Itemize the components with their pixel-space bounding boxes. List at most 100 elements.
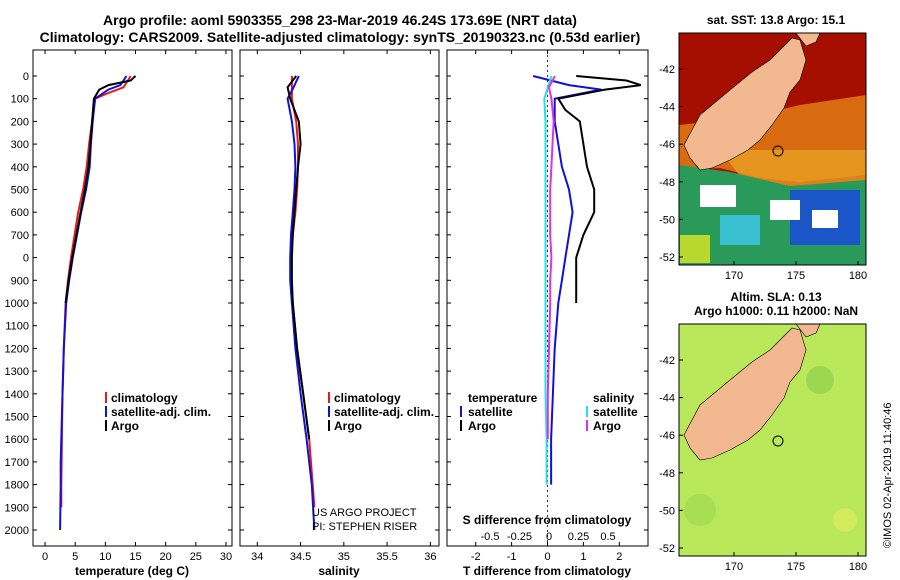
x-tick-label: 35 <box>338 551 350 563</box>
s-difference-tick-label: 0.25 <box>568 531 589 543</box>
sla-map-ticks: -42 -44 -46 -48 -50 -52 170 175 180 <box>659 355 867 573</box>
s-difference-tick-label: -0.5 <box>481 531 500 543</box>
legend-argo-swatch <box>105 420 107 431</box>
argo-position-marker <box>772 145 784 157</box>
legend-climatology-label: climatology <box>334 391 401 405</box>
sst-cloud-patch <box>770 200 800 220</box>
depth-tick-label: 400 <box>11 162 29 174</box>
legend-argo-label: Argo <box>111 419 139 433</box>
legend-climatology-label: climatology <box>111 391 178 405</box>
s-difference-ticks: -0.5 -0.25 0 0.25 0.5 <box>481 531 616 543</box>
x-tick-label: 30 <box>220 551 232 563</box>
map-lon-tick-label: 170 <box>725 270 743 282</box>
series-line-t-satellite <box>532 75 602 485</box>
series-line-argo <box>286 75 311 440</box>
sst-map-frame <box>678 32 867 266</box>
salinity-legend: climatology satellite-adj. clim. Argo <box>328 391 434 433</box>
legend-temperature-title: temperature <box>468 391 538 405</box>
map-lat-tick-label: -44 <box>659 102 675 114</box>
legend-satellite-swatch <box>328 406 330 417</box>
legend-t-satellite-label: satellite <box>468 405 513 419</box>
salinity-axis-label: salinity <box>318 564 360 578</box>
map-lon-tick-label: 170 <box>725 561 743 573</box>
salinity-panel-frame <box>239 49 440 547</box>
x-tick-label: 35.5 <box>376 551 397 563</box>
temperature-panel: 0 5 10 15 20 25 30 <box>42 50 232 563</box>
sst-yellow-patch <box>680 235 710 263</box>
sst-cloud-patch <box>700 185 736 207</box>
sst-map-ticks: -42 -44 -46 -48 -50 -52 170 175 180 <box>659 64 867 282</box>
t-difference-axis-label: T difference from climatology <box>463 564 631 578</box>
depth-tick-label: 0 <box>23 253 29 265</box>
map-lon-tick-label: 175 <box>787 270 805 282</box>
legend-t-satellite-swatch <box>460 406 462 417</box>
x-tick-label: 15 <box>129 551 141 563</box>
series-line-argo <box>64 75 137 304</box>
depth-tick-label: 600 <box>11 207 29 219</box>
legend-satellite-label: satellite-adj. clim. <box>334 405 434 419</box>
imos-credit: ©IMOS 02-Apr-2019 11:40:46 <box>882 403 894 548</box>
map-lat-tick-label: -46 <box>659 139 675 151</box>
temperature-legend: climatology satellite-adj. clim. Argo <box>105 391 211 433</box>
legend-t-argo-swatch <box>460 420 462 431</box>
figure-title-line2: Climatology: CARS2009. Satellite-adjuste… <box>39 29 641 45</box>
map-lat-tick-label: -48 <box>659 177 675 189</box>
legend-satellite-label: satellite-adj. clim. <box>111 405 211 419</box>
project-credit-line1: US ARGO PROJECT <box>312 507 417 519</box>
depth-tick-label: 1200 <box>5 343 29 355</box>
map-lat-tick-label: -48 <box>659 468 675 480</box>
sla-green-blob <box>684 494 716 526</box>
depth-tick-label: 200 <box>11 116 29 128</box>
sla-map: Altim. SLA: 0.13 Argo h1000: 0.11 h2000:… <box>659 290 867 573</box>
legend-satellite-swatch <box>105 406 107 417</box>
sst-cyan-patch <box>720 215 760 245</box>
sst-map: sat. SST: 13.8 Argo: 15.1 -42 -44 -46 -48 -5… <box>659 13 867 282</box>
x-tick-label: 10 <box>99 551 111 563</box>
map-lon-tick-label: 180 <box>849 561 867 573</box>
legend-s-argo-swatch <box>586 420 588 431</box>
salinity-panel: 34 34.5 35 35.5 36 <box>251 50 436 563</box>
s-difference-tick-label: -0.25 <box>507 531 532 543</box>
depth-tick-label: 700 <box>11 230 29 242</box>
legend-s-satellite-swatch <box>586 406 588 417</box>
depth-tick-label: 900 <box>11 275 29 287</box>
series-line-t-argo <box>556 75 642 303</box>
s-difference-tick-label: 0.5 <box>600 531 615 543</box>
x-tick-label: -2 <box>471 551 481 563</box>
depth-tick-label: 1400 <box>5 389 29 401</box>
series-line-s-argo <box>546 75 556 440</box>
x-tick-label: 0 <box>42 551 48 563</box>
depth-tick-label: 1600 <box>5 434 29 446</box>
depth-tick-label: 1800 <box>5 480 29 492</box>
map-lon-tick-label: 180 <box>849 270 867 282</box>
series-line-climatology <box>60 75 132 508</box>
legend-salinity-title: salinity <box>593 391 635 405</box>
legend-argo-label: Argo <box>334 419 362 433</box>
project-credit-line2: PI: STEPHEN RISER <box>312 521 417 533</box>
sst-cloud-patch <box>812 210 838 228</box>
x-tick-label: 34 <box>251 551 263 563</box>
sla-green-blob <box>806 366 834 394</box>
map-lat-tick-label: -44 <box>659 393 675 405</box>
legend-argo-swatch <box>328 420 330 431</box>
map-lat-tick-label: -50 <box>659 214 675 226</box>
map-lon-tick-label: 175 <box>787 561 805 573</box>
series-line-satellite-adj-clim- <box>286 75 316 531</box>
s-difference-axis-label: S difference from climatology <box>463 513 632 527</box>
legend-s-satellite-label: satellite <box>593 405 638 419</box>
depth-tick-label: 0 <box>23 71 29 83</box>
x-tick-label: -1 <box>507 551 517 563</box>
sla-land <box>683 327 807 461</box>
legend-climatology-swatch <box>328 392 330 403</box>
map-lat-tick-label: -52 <box>659 543 675 555</box>
depth-tick-label: 500 <box>11 185 29 197</box>
x-tick-label: 5 <box>72 551 78 563</box>
temperature-axis-label: temperature (deg C) <box>75 564 189 578</box>
legend-climatology-swatch <box>105 392 107 403</box>
legend-s-argo-label: Argo <box>593 419 621 433</box>
temperature-panel-frame <box>32 49 233 547</box>
depth-tick-label: 1100 <box>5 321 29 333</box>
figure-title-line1: Argo profile: aoml 5903355_298 23-Mar-20… <box>103 12 577 28</box>
